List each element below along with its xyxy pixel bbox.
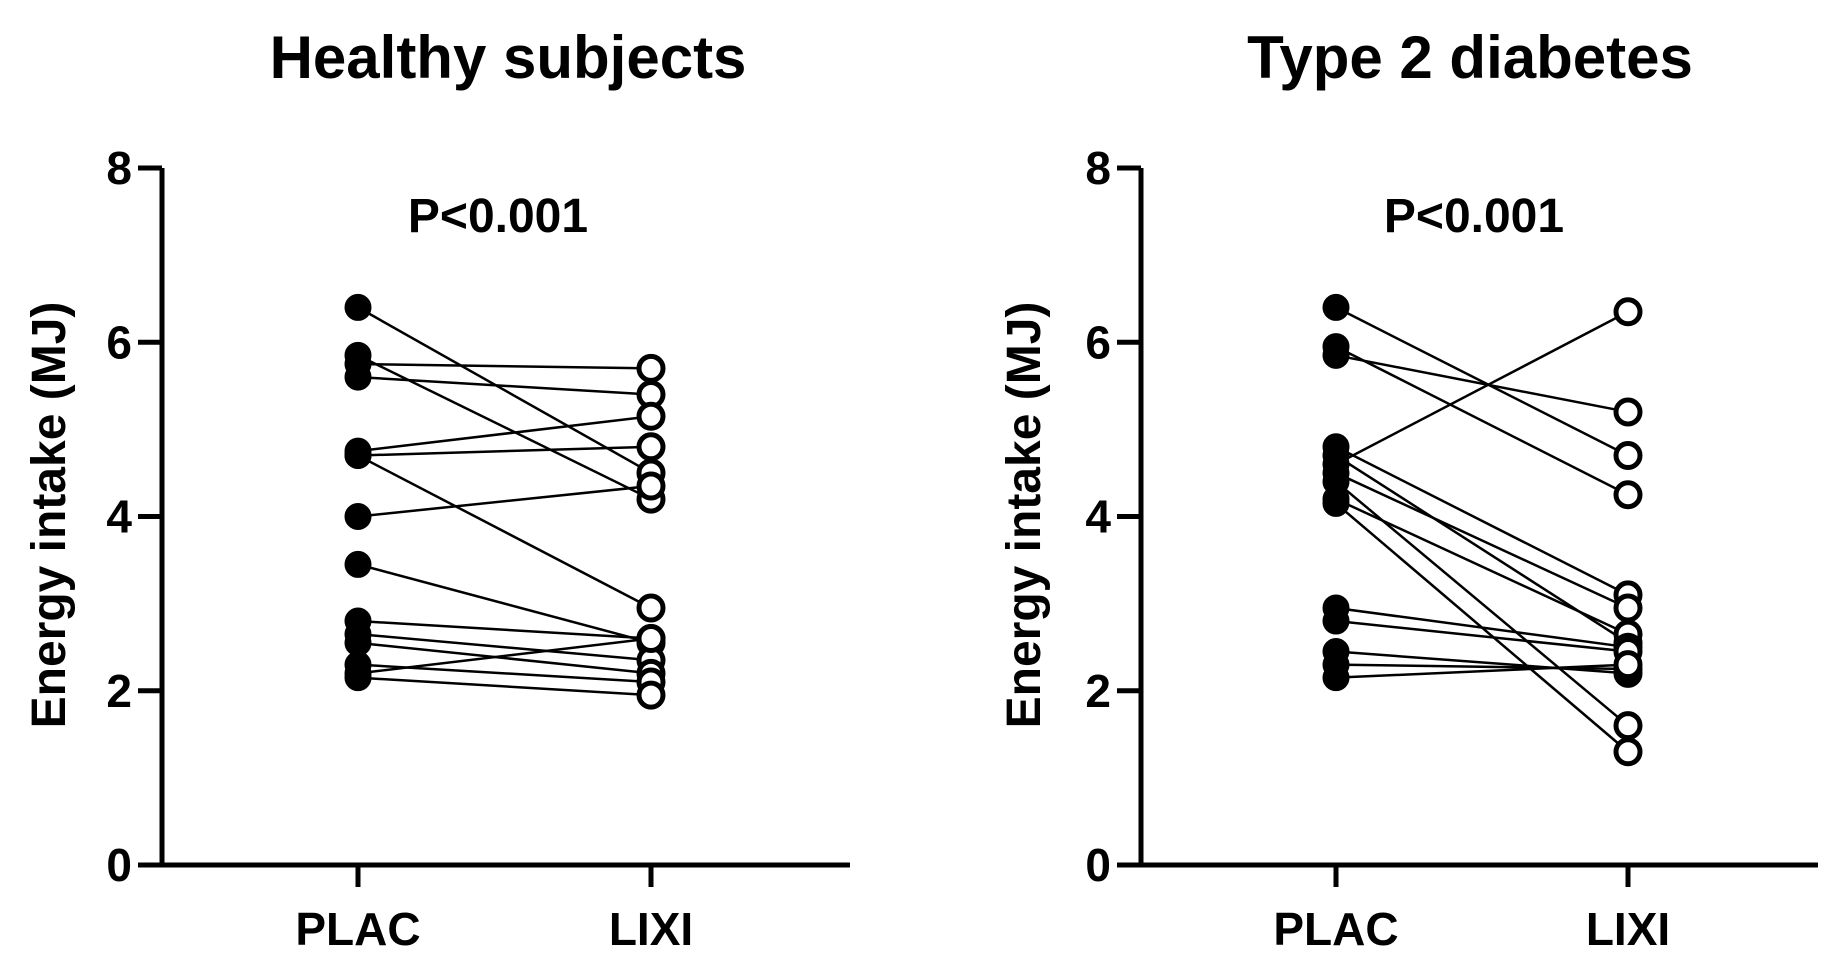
y-tick-label: 6 [106,316,132,368]
plac-point [1322,664,1350,692]
plac-point [344,293,372,321]
pair-line [357,362,652,370]
y-axis-label: Energy intake (MJ) [998,302,1051,729]
pair-line [357,641,652,675]
lixi-point [636,680,666,710]
pair-line [1335,306,1629,457]
y-tick-label: 4 [106,491,132,543]
chart-title: Healthy subjects [270,24,747,91]
x-tick-label-plac: PLAC [1273,903,1398,955]
panel-healthy-subjects: Healthy subjects P<0.001 Energy intake (… [23,24,850,955]
x-tick-label-lixi: LIXI [609,903,693,955]
panel-type-2-diabetes: Type 2 diabetes P<0.001 Energy intake (M… [998,24,1818,955]
lixi-point [1613,737,1643,767]
y-tick-label: 6 [1085,316,1111,368]
pair-line [1335,354,1629,414]
pair-line [1335,650,1629,675]
plac-point [344,664,372,692]
y-tick-label: 8 [1085,142,1111,194]
pair-line [357,484,652,518]
pair-line [357,415,652,453]
plac-point [344,550,372,578]
axes: 0 2 4 6 8 [1085,142,1818,891]
plac-point [1322,293,1350,321]
plac-point [1322,607,1350,635]
pair-line [357,676,652,697]
pair-line [357,375,652,396]
y-tick-label: 2 [1085,665,1111,717]
chart-title: Type 2 diabetes [1247,24,1693,91]
plac-point [344,503,372,530]
lixi-point [1613,593,1643,623]
x-tick-label-lixi: LIXI [1586,903,1670,955]
lixi-point [1613,650,1643,680]
pair-line [1335,663,1629,671]
lixi-point [636,593,666,623]
pair-line [357,445,652,457]
pair-line [357,619,652,640]
pair-line [357,637,652,675]
pair-line [1335,497,1629,636]
lixi-point [1613,297,1643,327]
plac-point [344,442,372,470]
lixi-point [1613,711,1643,741]
y-tick-label: 8 [106,142,132,194]
plac-point [344,363,372,391]
p-value-annotation: P<0.001 [1384,190,1564,243]
lixi-point [636,432,666,462]
pair-line [1335,606,1629,649]
data-points [344,293,666,710]
lixi-point [1613,480,1643,510]
pair-line [1335,445,1629,597]
pair-lines [357,306,652,697]
y-tick-label: 2 [106,665,132,717]
lixi-point [1613,441,1643,471]
x-tick-label-plac: PLAC [295,903,420,955]
pair-lines [1335,306,1629,753]
axes: 0 2 4 6 8 [106,142,850,891]
data-points [1322,293,1643,767]
pair-line [1335,663,1629,679]
pair-line [1335,310,1629,466]
lixi-point [636,401,666,431]
lixi-point [636,471,666,501]
y-tick-label: 0 [1085,839,1111,891]
y-tick-label: 4 [1085,491,1111,543]
y-axis-label: Energy intake (MJ) [23,302,76,729]
pair-line [1335,345,1629,496]
pair-line [1335,619,1629,653]
plac-point [1322,341,1350,369]
lixi-point [636,353,666,383]
y-tick-label: 0 [106,839,132,891]
p-value-annotation: P<0.001 [408,190,588,243]
pair-line [357,306,652,475]
pair-line [357,563,652,645]
pair-line [357,632,652,662]
plac-point [1322,489,1350,517]
pair-line [1335,471,1629,610]
lixi-point [636,623,666,653]
pair-line [357,454,652,610]
lixi-point [1613,397,1643,427]
